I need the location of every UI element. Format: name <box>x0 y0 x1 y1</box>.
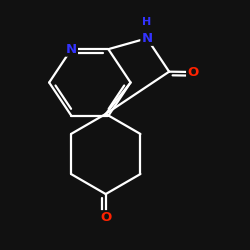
Text: O: O <box>100 211 111 224</box>
Text: N: N <box>141 32 152 45</box>
Text: H: H <box>142 17 152 27</box>
Text: O: O <box>187 66 198 78</box>
Text: N: N <box>66 43 77 56</box>
